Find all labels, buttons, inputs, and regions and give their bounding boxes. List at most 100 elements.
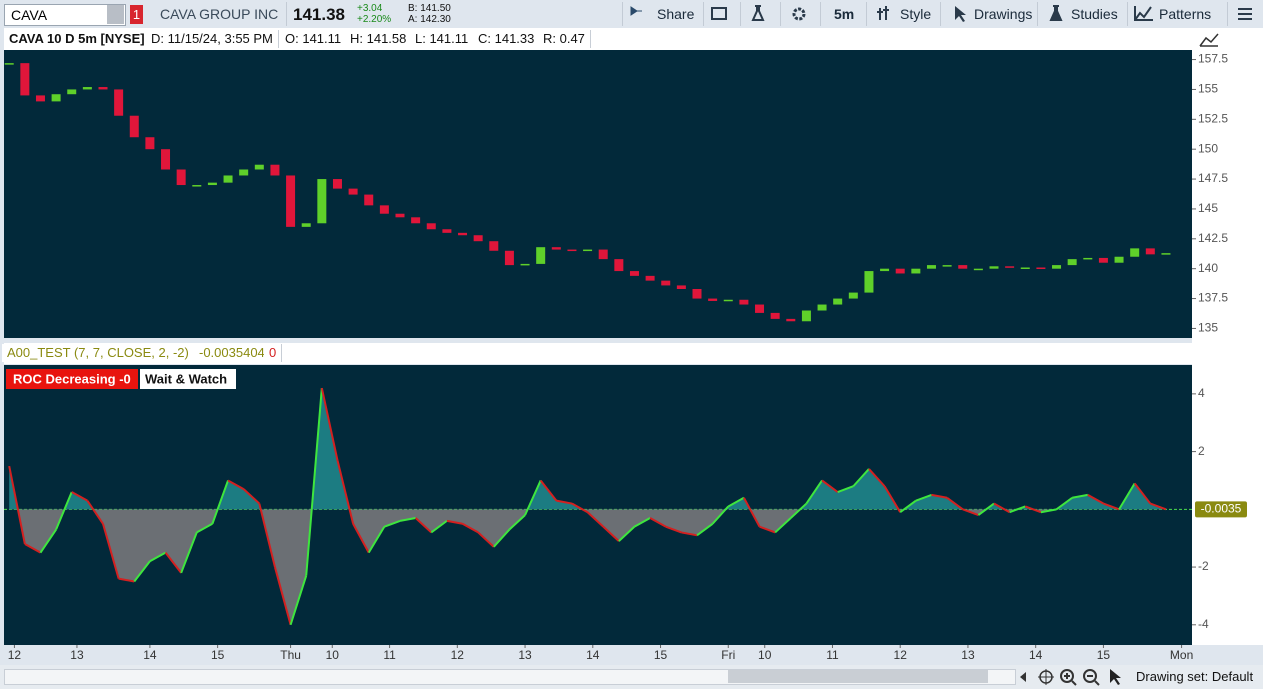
company: CAVA GROUP INC — [160, 6, 279, 22]
study-line — [711, 505, 730, 525]
study-line — [8, 465, 26, 545]
period-label: 5m — [834, 6, 855, 22]
study-line — [962, 508, 979, 517]
study-line — [852, 468, 870, 487]
axis-scale-icon[interactable] — [1199, 33, 1219, 47]
candle — [895, 268, 905, 274]
x-tick-label: 15 — [1097, 648, 1111, 662]
candle — [614, 259, 624, 272]
candle — [723, 299, 733, 302]
study-line — [86, 500, 104, 525]
study-line — [493, 528, 511, 548]
x-tick-label: 13 — [70, 648, 84, 662]
study-line — [586, 511, 604, 528]
study-line — [477, 531, 495, 548]
gear-icon — [792, 7, 806, 21]
x-tick-label: 12 — [451, 648, 465, 662]
ask: A: 142.30 — [408, 14, 451, 25]
menu-button[interactable] — [1227, 2, 1263, 26]
candle — [864, 271, 874, 293]
candle — [973, 268, 983, 271]
candle — [786, 318, 796, 322]
dropdown[interactable] — [107, 5, 124, 24]
study-line — [320, 387, 339, 461]
x-tick-label: 15 — [654, 648, 668, 662]
drawing-set: Drawing set: Default — [1136, 669, 1254, 684]
patterns-label: Patterns — [1159, 6, 1212, 22]
study-line — [1118, 482, 1136, 510]
scroll-thumb[interactable] — [728, 670, 988, 683]
candle — [880, 268, 890, 272]
lab-button[interactable] — [740, 2, 779, 26]
candle — [848, 292, 858, 299]
study-line — [414, 517, 432, 534]
study-line — [649, 517, 667, 528]
candle — [192, 185, 202, 187]
candle — [286, 175, 296, 227]
study-signal: 0 — [264, 344, 283, 362]
x-tick-label: Mon — [1170, 648, 1193, 662]
charts: ROC Decreasing -0 Wait & Watch 135 137.5 1… — [4, 28, 1263, 662]
y-tick-label: 155 — [1198, 82, 1218, 96]
study-line — [24, 543, 41, 554]
study-line — [352, 523, 370, 554]
info-range: R: 0.47 — [538, 30, 591, 48]
candle — [145, 137, 155, 150]
candle — [567, 249, 577, 252]
crosshair-lines — [1038, 669, 1054, 685]
zoom-tools — [1020, 669, 1121, 686]
label-wait-text: Wait & Watch — [145, 371, 227, 386]
candle — [270, 164, 280, 176]
study-line — [462, 522, 479, 534]
period-button[interactable] — [820, 2, 866, 26]
candle — [551, 247, 561, 250]
studies-button[interactable] — [1037, 2, 1126, 26]
study-line — [805, 479, 823, 505]
candle — [801, 310, 811, 322]
study-line — [273, 566, 292, 626]
scroll-icon[interactable] — [1020, 672, 1026, 682]
candle — [207, 182, 217, 186]
study-line — [211, 480, 229, 525]
candle — [692, 289, 702, 299]
style-button[interactable] — [866, 2, 939, 26]
study-line — [430, 520, 448, 534]
study-line — [727, 496, 745, 508]
gear-button[interactable] — [780, 2, 819, 26]
info-low: L: 141.11 — [410, 30, 475, 48]
zoom-in-icon[interactable] — [1060, 669, 1074, 683]
change-pct: +2.20% — [357, 14, 392, 25]
study-line — [1087, 494, 1104, 505]
x-tick-label: Thu — [280, 648, 301, 662]
y-tick-label: 137.5 — [1198, 291, 1228, 305]
candle — [520, 263, 530, 266]
y-tick-label: 145 — [1198, 201, 1218, 215]
zoom-marks — [1064, 673, 1100, 686]
y-tick-label: 150 — [1198, 141, 1218, 155]
y-tick-label: 147.5 — [1198, 171, 1228, 185]
candle — [364, 194, 374, 206]
candle — [958, 265, 968, 269]
candle — [332, 179, 342, 189]
link-group[interactable]: 1 — [130, 5, 143, 24]
study-line — [227, 479, 245, 490]
pointer-icon[interactable] — [1110, 669, 1121, 685]
last-price: 141.38 — [293, 5, 345, 24]
study-line — [524, 480, 542, 516]
symbol-box[interactable] — [4, 4, 126, 26]
candle — [1145, 248, 1155, 255]
y-tick-label: 140 — [1198, 261, 1218, 275]
zoom-out-icon[interactable] — [1083, 669, 1097, 683]
study-line — [696, 522, 714, 537]
patterns-button[interactable] — [1127, 2, 1226, 26]
settings-button[interactable] — [703, 2, 739, 26]
menu-icon — [1238, 8, 1252, 20]
drawings-button[interactable] — [940, 2, 1036, 26]
candle — [708, 298, 718, 301]
candle — [989, 266, 999, 269]
share-label: Share — [657, 6, 695, 22]
candle — [379, 205, 389, 214]
share-button[interactable] — [622, 2, 703, 26]
candle — [458, 232, 468, 236]
